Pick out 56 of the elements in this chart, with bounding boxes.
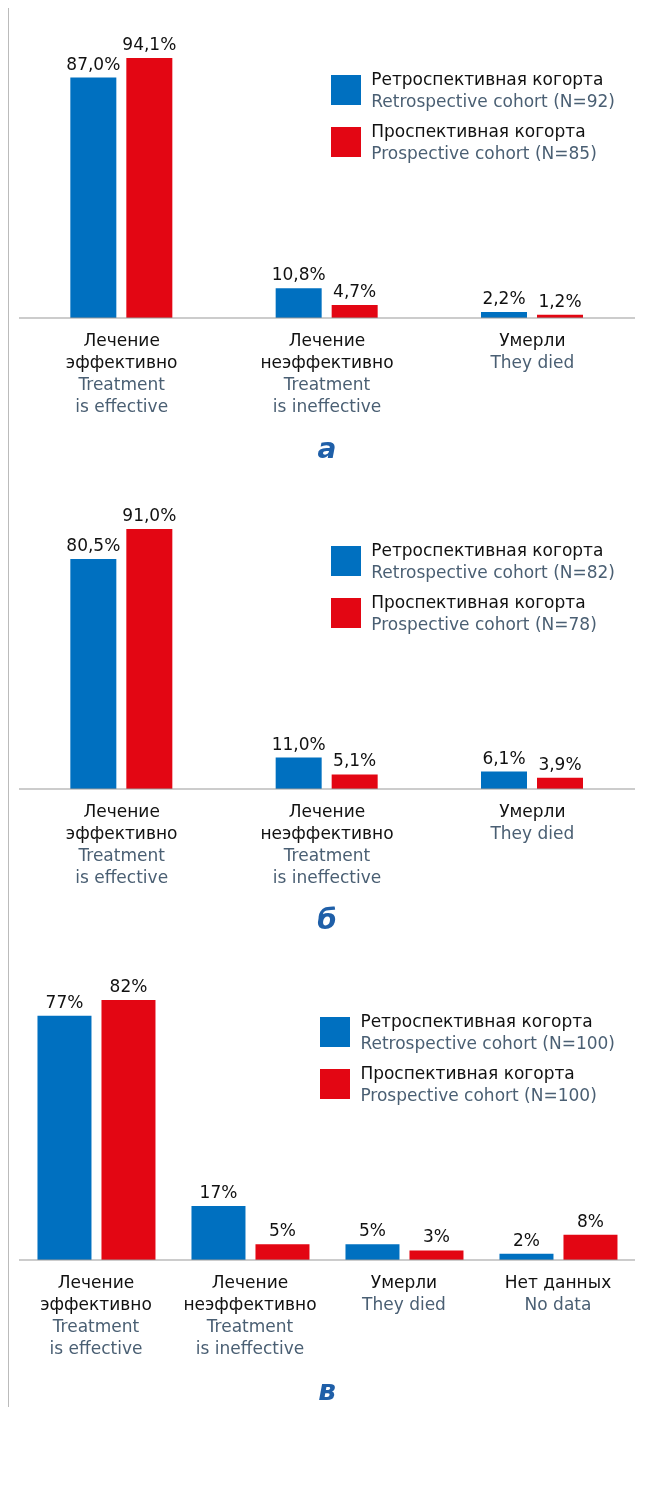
data-label: 5% [268,1220,296,1241]
bar [255,1244,310,1260]
bar [70,559,117,789]
bar [345,1244,400,1260]
data-label: 94,1% [122,34,177,54]
data-label: 4,7% [333,281,377,302]
legend-label: Проспективная когорта Prospective cohort (N=78) [371,591,597,635]
data-label: 8% [576,1210,604,1231]
x-tick-label: Лечение эффективно Treatment is effective [40,1272,152,1358]
data-label: 87,0% [66,53,121,74]
bar [409,1250,464,1260]
legend-label: Проспективная когорта Prospective cohort (N=100) [360,1062,597,1106]
data-label: 11,0% [271,733,326,754]
bar [563,1234,618,1260]
bar [126,58,173,318]
data-label: 3,9% [538,753,582,774]
legend-label: Проспективная когорта Prospective cohort (N=85) [371,120,597,164]
x-tick-label: Умерли They died [361,1272,446,1314]
bar [37,1015,92,1260]
bar [70,77,117,318]
x-tick-label: Лечение эффективно Treatment is effective [65,330,178,416]
text: б [316,903,338,936]
data-label: 5% [358,1220,386,1241]
bar [331,305,378,318]
data-label: 17% [199,1182,238,1203]
data-label: 5,1% [333,750,377,771]
data-label: 77% [45,991,84,1012]
text: в [317,1374,337,1407]
bar [275,757,322,789]
bar [126,529,173,789]
data-label: 91,0% [122,505,177,525]
x-tick-label: Лечение неэффективно Treatment is ineffective [260,801,394,887]
x-tick-label: Лечение эффективно Treatment is effective [65,801,178,887]
text: а [316,432,338,465]
bar [537,777,583,789]
data-label: 2,2% [482,287,526,308]
data-label: 82% [109,976,148,996]
bar [331,774,378,789]
bar [191,1206,246,1260]
legend-label: Ретроспективная когорта Retrospective cohort (N=100) [360,1010,615,1054]
bar [275,288,322,318]
legend-label: Ретроспективная когорта Retrospective cohort (N=92) [371,68,615,112]
data-label: 80,5% [66,535,121,555]
x-tick-label: Умерли They died [489,330,575,372]
data-label: 10,8% [271,264,326,285]
x-tick-label: Нет данных No data [504,1272,612,1314]
data-label: 2% [512,1229,540,1250]
x-tick-label: Лечение неэффективно Treatment is ineffective [183,1272,317,1358]
data-label: 6,1% [482,747,526,768]
x-tick-label: Лечение неэффективно Treatment is ineffective [260,330,394,416]
legend-label: Ретроспективная когорта Retrospective cohort (N=82) [371,539,615,583]
data-label: 1,2% [538,290,582,311]
bar [481,771,527,789]
x-tick-label: Умерли They died [489,801,575,843]
bar [101,1000,156,1260]
data-label: 3% [422,1226,450,1247]
